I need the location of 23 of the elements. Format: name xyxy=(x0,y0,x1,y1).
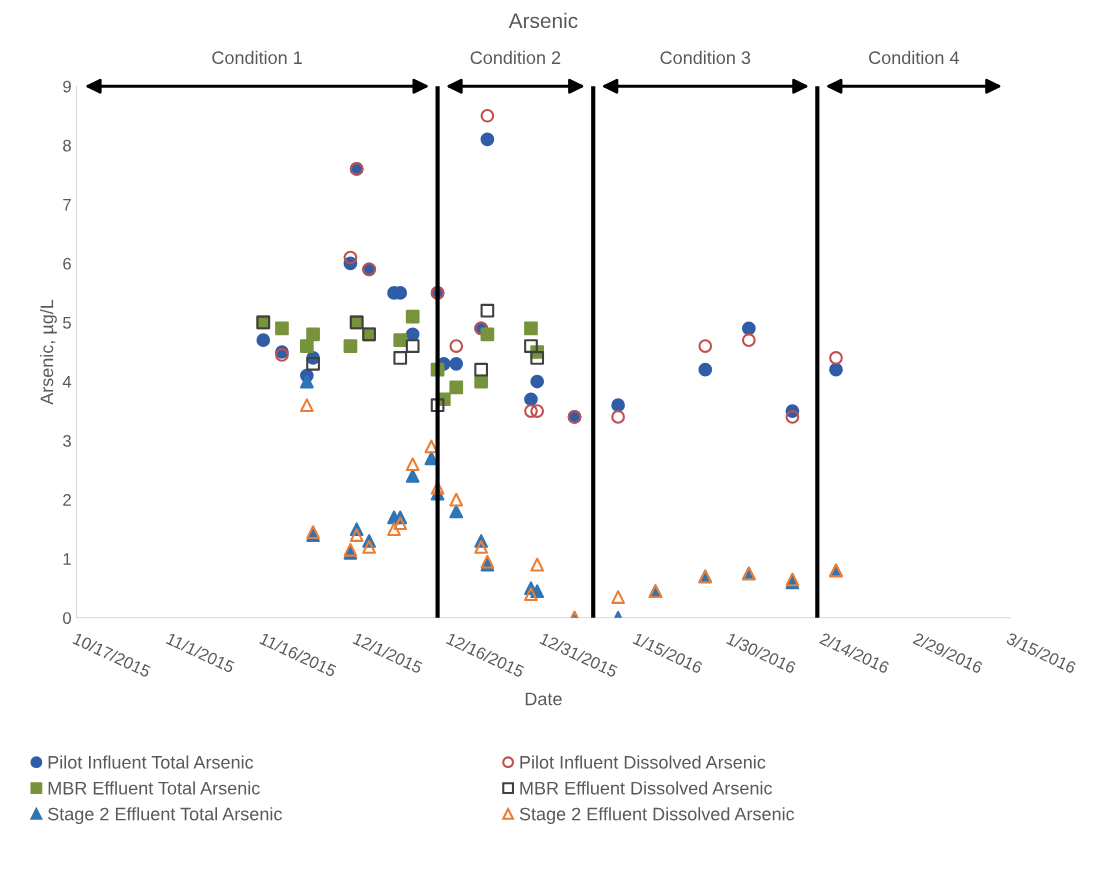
chart-title: Arsenic xyxy=(508,12,578,29)
legend-label: MBR Effluent Total Arsenic xyxy=(48,781,260,795)
y-tick-label: 7 xyxy=(63,198,71,211)
legend-label: Stage 2 Effluent Total Arsenic xyxy=(48,807,282,824)
y-tick-label: 3 xyxy=(63,434,71,447)
legend-label: Pilot Influent Dissolved Arsenic xyxy=(520,755,766,769)
y-tick-label: 2 xyxy=(63,494,71,506)
y-tick-label: 5 xyxy=(63,317,71,329)
text: Condition 3 xyxy=(660,50,751,65)
legend-label: Pilot Influent Total Arsenic xyxy=(48,755,254,769)
text: Condition 1 xyxy=(212,50,302,65)
y-tick-label: 0 xyxy=(63,612,72,624)
legend-label: MBR Effluent Dissolved Arsenic xyxy=(520,781,773,795)
text: Condition 2 xyxy=(470,50,561,65)
x-axis-title: Date xyxy=(525,692,562,706)
y-tick-label: 1 xyxy=(63,553,71,565)
y-tick-label: 8 xyxy=(63,139,71,152)
y-tick-label: 9 xyxy=(63,80,71,93)
text: Condition 4 xyxy=(869,50,959,65)
y-tick-label: 4 xyxy=(62,376,72,388)
y-tick-label: 6 xyxy=(63,257,71,270)
legend-label: Stage 2 Effluent Dissolved Arsenic xyxy=(519,807,795,824)
y-axis-title: Arsenic, µg/L xyxy=(40,299,57,405)
